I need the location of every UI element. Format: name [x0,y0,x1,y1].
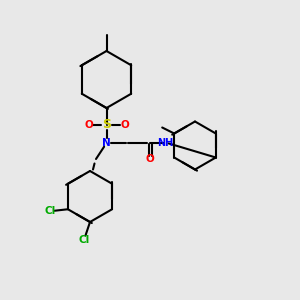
Text: S: S [102,118,111,131]
Text: NH: NH [157,137,173,148]
Text: O: O [120,119,129,130]
Text: O: O [146,154,155,164]
Text: Cl: Cl [78,235,90,245]
Text: O: O [84,119,93,130]
Text: N: N [102,137,111,148]
Text: Cl: Cl [44,206,56,216]
